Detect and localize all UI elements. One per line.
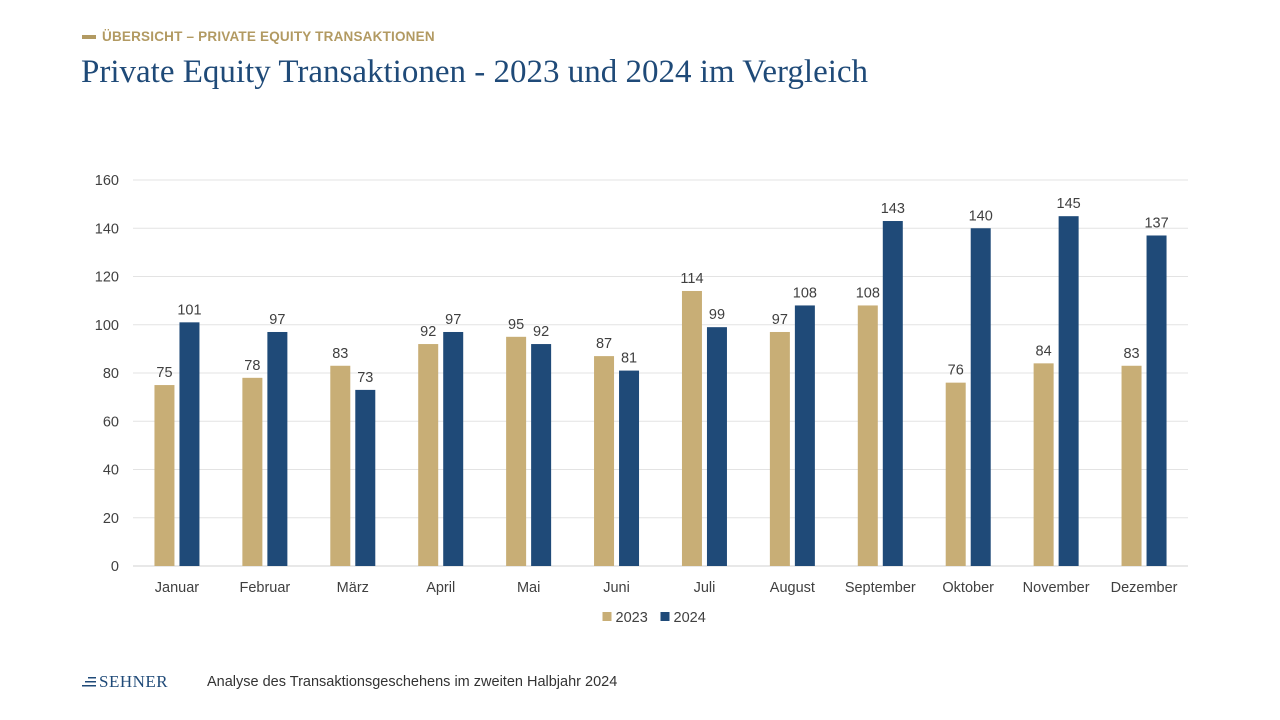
y-tick-label: 140 [95, 221, 119, 237]
bar-2023-april [418, 344, 439, 566]
data-label: 108 [856, 285, 880, 301]
y-tick-label: 100 [95, 318, 119, 334]
data-label: 114 [680, 271, 703, 287]
data-label: 108 [793, 285, 817, 301]
data-label: 145 [1057, 196, 1081, 212]
data-label: 73 [357, 370, 373, 386]
data-label: 99 [709, 307, 725, 323]
data-label: 140 [969, 208, 993, 224]
logo-text: SEHNER [99, 672, 169, 691]
grid-lines [133, 179, 1188, 567]
x-tick-label: April [426, 580, 455, 596]
data-label: 92 [533, 324, 549, 340]
y-tick-label: 40 [103, 463, 119, 479]
bar-2024-november [1058, 216, 1079, 566]
bar-2023-mai [506, 336, 527, 566]
data-label: 75 [156, 365, 172, 381]
legend-swatch-2024 [660, 612, 670, 621]
data-label: 97 [772, 312, 788, 328]
bar-2024-april [443, 331, 464, 566]
kicker-text: ÜBERSICHT – PRIVATE EQUITY TRANSAKTIONEN [102, 29, 435, 44]
bars [154, 216, 1167, 567]
data-labels: 75 101 78 97 83 73 92 97 95 92 87 81 114 99 97 108 108 14… [156, 196, 1168, 386]
bar-2023-september [857, 305, 878, 566]
data-label: 95 [508, 317, 524, 333]
bar-2024-märz [355, 389, 376, 566]
bar-2024-februar [267, 331, 288, 566]
x-tick-label: Juni [603, 580, 630, 596]
kicker-dash-icon [82, 34, 96, 39]
bar-2024-januar [179, 322, 200, 566]
data-label: 78 [244, 358, 260, 374]
bar-2024-juli [706, 327, 727, 566]
bar-2023-februar [242, 377, 263, 566]
bar-2024-juni [619, 370, 640, 566]
x-axis-ticks: Januar Februar März April Mai Juni Juli August S… [155, 580, 1178, 596]
x-tick-label: August [770, 580, 815, 596]
bar-2023-november [1033, 363, 1054, 566]
x-tick-label: Oktober [942, 580, 994, 596]
legend: 2023 2024 [602, 610, 706, 626]
bar-2023-juni [594, 356, 615, 566]
bar-2023-märz [330, 365, 351, 566]
bar-2024-mai [531, 344, 552, 566]
logo-lines-icon [82, 677, 96, 687]
bar-2023-dezember [1121, 365, 1142, 566]
y-tick-label: 60 [103, 414, 119, 430]
x-tick-label: Dezember [1111, 580, 1178, 596]
bar-2024-oktober [970, 228, 991, 566]
data-label: 143 [881, 201, 905, 217]
bar-2024-dezember [1146, 235, 1167, 567]
y-tick-label: 160 [95, 173, 119, 189]
data-label: 87 [596, 336, 612, 352]
x-tick-label: September [845, 580, 916, 596]
x-tick-label: Februar [239, 580, 290, 596]
bar-2023-august [769, 331, 790, 566]
legend-label-2024: 2024 [674, 610, 706, 626]
y-tick-label: 120 [95, 270, 119, 286]
data-label: 97 [269, 312, 285, 328]
company-logo: SEHNER [82, 672, 168, 692]
footer-caption: Analyse des Transaktionsgeschehens im zw… [207, 674, 618, 690]
data-label: 76 [948, 363, 964, 379]
x-tick-label: November [1023, 580, 1090, 596]
bar-2024-september [882, 221, 903, 566]
data-label: 97 [445, 312, 461, 328]
data-label: 83 [1123, 346, 1139, 362]
y-axis-ticks: 0 20 40 60 80 100 120 140 160 [95, 173, 119, 575]
x-tick-label: März [337, 580, 369, 596]
data-label: 81 [621, 351, 637, 367]
y-tick-label: 20 [103, 511, 119, 527]
x-tick-label: Mai [517, 580, 540, 596]
bar-2024-august [794, 305, 815, 566]
legend-swatch-2023 [602, 612, 612, 621]
data-label: 137 [1144, 215, 1168, 231]
bar-2023-januar [154, 385, 175, 566]
page-title: Private Equity Transaktionen - 2023 und … [81, 54, 869, 90]
bar-2023-juli [681, 290, 702, 566]
data-label: 101 [177, 302, 201, 318]
y-tick-label: 0 [111, 559, 119, 575]
data-label: 84 [1036, 343, 1052, 359]
x-tick-label: Januar [155, 580, 200, 596]
legend-label-2023: 2023 [616, 610, 648, 626]
y-tick-label: 80 [103, 366, 119, 382]
section-kicker: ÜBERSICHT – PRIVATE EQUITY TRANSAKTIONEN [82, 29, 435, 44]
bar-2023-oktober [945, 382, 966, 566]
x-tick-label: Juli [694, 580, 716, 596]
data-label: 92 [420, 324, 436, 340]
data-label: 83 [332, 346, 348, 362]
